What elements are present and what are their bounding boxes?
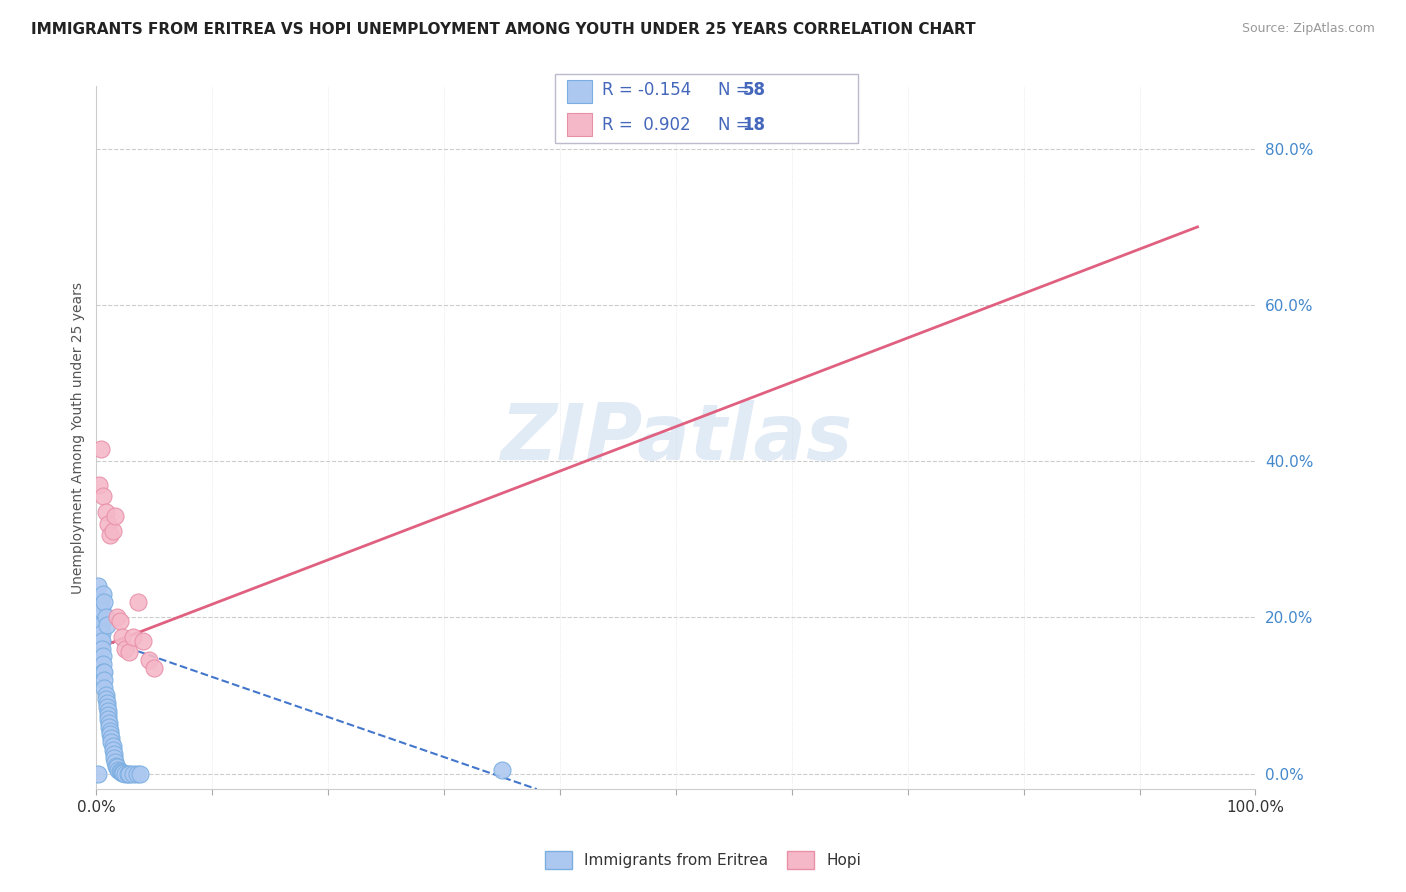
Point [114, 641, 136, 656]
Point [103, 747, 125, 761]
Text: 58: 58 [742, 81, 765, 99]
Point [143, 661, 166, 675]
Point [91, 649, 114, 664]
Point [90, 610, 112, 624]
Point [122, 630, 145, 644]
Text: ZIPatlas: ZIPatlas [499, 400, 852, 475]
Point [125, 766, 148, 780]
Point [87, 610, 110, 624]
Point [129, 766, 152, 780]
Point [89, 626, 111, 640]
Point [91, 657, 114, 672]
Point [93, 673, 115, 687]
Point [98, 715, 121, 730]
Point [89, 633, 111, 648]
Point [105, 610, 128, 624]
Point [103, 751, 125, 765]
Point [97, 516, 120, 531]
Point [117, 766, 139, 780]
Point [91, 633, 114, 648]
Point [94, 505, 117, 519]
Point [94, 610, 117, 624]
Point [132, 633, 155, 648]
Point [89, 618, 111, 632]
Point [91, 626, 114, 640]
Point [87, 602, 110, 616]
Text: N =: N = [718, 116, 755, 134]
Point [101, 739, 124, 754]
Point [127, 595, 149, 609]
Point [114, 766, 136, 780]
Point [100, 731, 122, 746]
Point [104, 508, 127, 523]
Point [97, 712, 120, 726]
Point [97, 708, 120, 723]
Point [118, 766, 141, 780]
Point [93, 595, 115, 609]
Point [91, 587, 114, 601]
Point [91, 665, 114, 679]
Point [94, 692, 117, 706]
Point [90, 618, 112, 632]
Point [111, 765, 134, 780]
Point [98, 727, 121, 741]
Point [87, 595, 110, 609]
Point [98, 528, 121, 542]
Point [105, 760, 128, 774]
Point [90, 595, 112, 609]
Text: Source: ZipAtlas.com: Source: ZipAtlas.com [1241, 22, 1375, 36]
Point [96, 618, 118, 632]
Text: IMMIGRANTS FROM ERITREA VS HOPI UNEMPLOYMENT AMONG YOUTH UNDER 25 YEARS CORRELAT: IMMIGRANTS FROM ERITREA VS HOPI UNEMPLOY… [31, 22, 976, 37]
Point [87, 477, 110, 491]
Point [138, 653, 160, 667]
Y-axis label: Unemployment Among Youth under 25 years: Unemployment Among Youth under 25 years [72, 282, 86, 594]
Point [107, 763, 129, 777]
Point [108, 614, 131, 628]
Point [105, 758, 128, 772]
Text: R =  0.902: R = 0.902 [602, 116, 690, 134]
Point [491, 763, 513, 777]
Text: R = -0.154: R = -0.154 [602, 81, 690, 99]
Point [98, 720, 121, 734]
Point [91, 641, 114, 656]
Point [101, 524, 124, 539]
Point [91, 602, 114, 616]
Point [93, 681, 115, 695]
Point [111, 630, 134, 644]
Point [110, 764, 132, 779]
Point [96, 700, 118, 714]
Point [101, 743, 124, 757]
Point [118, 645, 141, 659]
Point [90, 602, 112, 616]
Point [97, 704, 120, 718]
Point [108, 764, 131, 779]
Point [86, 766, 108, 780]
Text: N =: N = [718, 81, 755, 99]
Point [111, 765, 134, 780]
Legend: Immigrants from Eritrea, Hopi: Immigrants from Eritrea, Hopi [538, 845, 868, 875]
Point [96, 696, 118, 710]
Point [100, 735, 122, 749]
Point [86, 579, 108, 593]
Point [104, 755, 127, 769]
Point [93, 665, 115, 679]
Point [98, 723, 121, 738]
Text: 18: 18 [742, 116, 765, 134]
Point [91, 489, 114, 503]
Point [122, 766, 145, 780]
Point [90, 442, 112, 457]
Point [94, 689, 117, 703]
